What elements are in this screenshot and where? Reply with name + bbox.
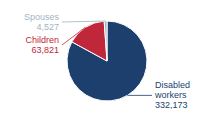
- svg-text:Children63,821: Children63,821: [25, 35, 59, 55]
- svg-text:Spouses4,527: Spouses4,527: [24, 12, 60, 32]
- svg-text:Disabledworkers332,173: Disabledworkers332,173: [154, 80, 190, 110]
